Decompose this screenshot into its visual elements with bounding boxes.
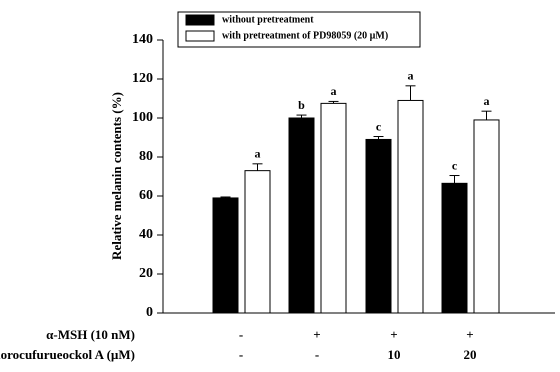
- y-axis-label: Relative melanin contents (%): [109, 92, 124, 260]
- y-tick-label: 20: [139, 266, 153, 281]
- treatment-value: 10: [388, 347, 401, 362]
- treatment-label: Phlorocufurueockol A (µM): [0, 347, 135, 362]
- bar: [320, 102, 347, 314]
- treatment-value: +: [466, 327, 473, 342]
- legend-label: with pretreatment of PD98059 (20 µM): [222, 30, 388, 41]
- legend-label: without pretreatment: [222, 14, 314, 25]
- treatment-value: -: [239, 327, 243, 342]
- y-tick-label: 140: [132, 32, 153, 47]
- bar: [244, 170, 271, 314]
- treatment-value: -: [239, 347, 243, 362]
- y-tick-label: 40: [139, 227, 153, 242]
- y-tick-label: 100: [132, 110, 153, 125]
- bar: [212, 197, 239, 314]
- treatment-value: +: [313, 327, 320, 342]
- bar: [288, 117, 315, 314]
- significance-letter: c: [376, 119, 382, 133]
- bar: [473, 119, 500, 314]
- significance-letter: c: [452, 158, 458, 172]
- legend-box: [177, 11, 421, 48]
- bar: [365, 138, 392, 314]
- y-tick-label: 120: [132, 71, 153, 86]
- treatment-value: 20: [464, 347, 477, 362]
- treatment-value: +: [390, 327, 397, 342]
- legend-swatch: [185, 14, 215, 26]
- bar: [441, 182, 468, 314]
- treatment-value: -: [315, 347, 319, 362]
- significance-letter: a: [408, 69, 414, 83]
- treatment-label: α-MSH (10 nM): [46, 327, 135, 342]
- legend-swatch: [185, 30, 215, 42]
- significance-letter: a: [255, 147, 261, 161]
- significance-letter: b: [298, 98, 305, 112]
- y-tick-label: 80: [139, 149, 153, 164]
- bar: [397, 99, 424, 314]
- y-tick-label: 0: [146, 305, 153, 320]
- significance-letter: a: [331, 84, 337, 98]
- significance-letter: a: [484, 94, 490, 108]
- y-tick-label: 60: [139, 188, 153, 203]
